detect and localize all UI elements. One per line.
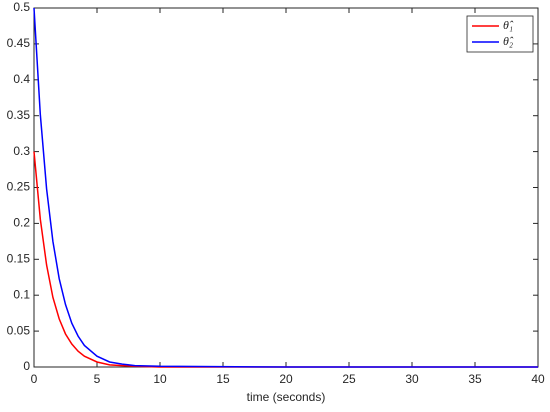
y-tick-label: 0.15 — [7, 251, 31, 265]
y-tick-label: 0.5 — [13, 0, 30, 14]
y-tick-label: 0.4 — [13, 72, 30, 86]
y-tick-label: 0.2 — [13, 216, 30, 230]
y-tick-label: 0.3 — [13, 144, 30, 158]
x-tick-label: 0 — [31, 372, 38, 386]
line-series — [33, 7, 538, 368]
x-axis-label: time (seconds) — [247, 390, 326, 404]
y-tick-label: 0.05 — [7, 323, 31, 337]
y-tick-label: 0 — [23, 359, 30, 373]
x-tick-label: 5 — [94, 372, 101, 386]
legend-box — [466, 15, 534, 53]
y-tick-label: 0.1 — [13, 287, 30, 301]
line-series — [33, 151, 538, 368]
x-tick-label: 10 — [153, 372, 167, 386]
plot-frame — [33, 7, 539, 368]
x-tick-label: 25 — [342, 372, 356, 386]
x-tick-label: 35 — [468, 372, 482, 386]
legend-label: θ̂₂ — [503, 34, 514, 48]
legend-label: θ̂₁ — [503, 18, 514, 32]
y-tick-label: 0.25 — [7, 180, 31, 194]
y-tick-label: 0.35 — [7, 108, 31, 122]
x-tick-label: 15 — [216, 372, 230, 386]
x-tick-label: 20 — [279, 372, 293, 386]
y-tick-label: 0.45 — [7, 36, 31, 50]
x-tick-label: 40 — [531, 372, 545, 386]
x-tick-label: 30 — [405, 372, 419, 386]
